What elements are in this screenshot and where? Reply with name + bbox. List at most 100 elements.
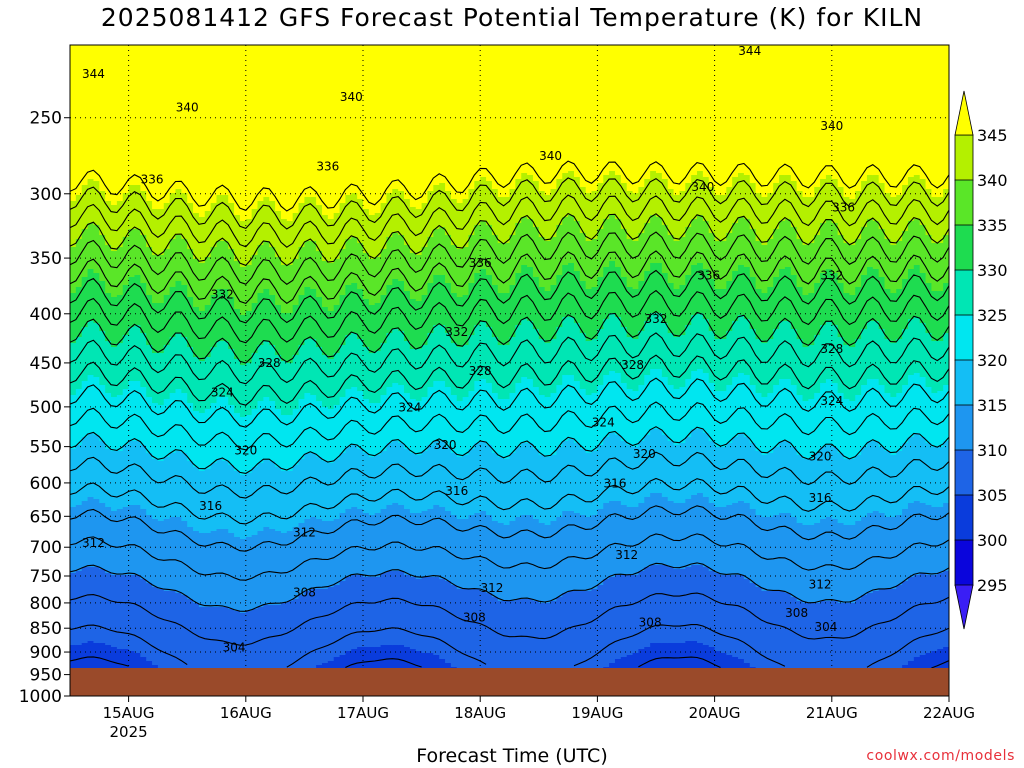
theta-band-cell [779, 321, 786, 380]
theta-band-cell [515, 273, 522, 326]
theta-band-cell [269, 295, 276, 346]
theta-band-cell [175, 235, 182, 282]
theta-band-cell [855, 395, 862, 456]
theta-band-cell [486, 515, 493, 594]
isentrope-line [70, 426, 949, 474]
theta-band-cell [474, 181, 481, 226]
theta-band-cell [380, 203, 388, 250]
theta-band-cell [163, 203, 171, 250]
theta-band-cell [837, 393, 845, 454]
theta-band-cell [620, 441, 628, 506]
theta-band-cell [732, 177, 739, 224]
theta-band-cell [280, 471, 288, 534]
theta-band-cell [486, 181, 493, 226]
theta-band-cell [169, 393, 177, 454]
theta-band-cell [445, 235, 452, 284]
theta-band-cell [181, 393, 188, 454]
theta-band-cell [919, 323, 927, 378]
theta-band-cell [81, 381, 89, 438]
theta-band-cell [269, 461, 276, 530]
theta-band-cell [761, 293, 768, 344]
theta-band-cell [245, 363, 253, 416]
theta-band-cell [702, 45, 710, 178]
theta-band-cell [515, 223, 522, 274]
theta-band-cell [779, 45, 786, 176]
theta-band-cell [503, 459, 511, 526]
theta-band-cell [656, 263, 663, 314]
theta-band-cell [638, 503, 645, 572]
theta-band-cell [609, 313, 616, 372]
theta-band-cell [316, 297, 323, 348]
theta-band-cell [234, 611, 241, 669]
theta-band-cell [556, 275, 563, 328]
theta-band-cell [755, 339, 763, 394]
theta-band-cell [620, 229, 628, 278]
theta-band-cell [409, 299, 417, 350]
theta-band-cell [685, 325, 692, 380]
theta-band-cell [380, 395, 388, 452]
theta-band-cell [509, 235, 516, 286]
theta-band-cell [702, 497, 710, 568]
theta-band-cell [128, 45, 136, 186]
theta-band-cell [767, 193, 774, 240]
theta-band-cell [181, 453, 188, 522]
theta-band-cell [263, 197, 270, 242]
theta-band-cell [363, 577, 370, 648]
theta-band-cell [656, 429, 663, 494]
theta-band-cell [620, 657, 628, 669]
theta-band-cell [234, 45, 241, 216]
theta-band-cell [761, 397, 768, 456]
theta-band-cell [321, 261, 329, 308]
theta-band-cell [87, 223, 95, 270]
theta-band-cell [515, 447, 522, 518]
theta-band-cell [790, 385, 798, 448]
theta-band-cell [99, 191, 106, 236]
theta-band-cell [784, 267, 792, 322]
theta-band-cell [93, 273, 100, 324]
theta-band-cell [421, 295, 429, 346]
theta-band-cell [439, 659, 446, 669]
theta-band-cell [749, 667, 757, 669]
theta-band-cell [802, 459, 809, 526]
theta-band-cell [316, 45, 323, 206]
theta-band-cell [925, 283, 933, 334]
theta-band-cell [902, 385, 909, 444]
theta-band-cell [333, 353, 341, 406]
theta-band-cell [503, 601, 511, 669]
theta-band-cell [333, 45, 341, 214]
theta-band-cell [251, 255, 259, 304]
theta-band-cell [474, 273, 481, 326]
theta-band-cell [790, 181, 798, 228]
theta-band-cell [134, 653, 141, 669]
theta-band-cell [439, 275, 446, 326]
theta-band-cell [831, 325, 839, 384]
theta-band-cell [193, 307, 200, 358]
theta-band-cell [263, 289, 270, 342]
theta-band-cell [638, 649, 645, 669]
theta-band-cell [685, 379, 692, 438]
theta-band-cell [878, 589, 886, 669]
theta-band-cell [767, 239, 774, 288]
theta-band-cell [269, 247, 276, 296]
theta-band-cell [486, 327, 493, 384]
theta-band-cell [234, 215, 241, 262]
theta-band-cell [345, 45, 352, 196]
theta-band-cell [269, 201, 276, 248]
theta-band-cell [931, 45, 938, 198]
isentrope-line [70, 310, 949, 364]
theta-band-cell [743, 175, 751, 220]
credit-link[interactable]: coolwx.com/models [866, 748, 1015, 764]
theta-band-cell [550, 455, 557, 522]
theta-band-cell [321, 589, 329, 664]
theta-band-cell [345, 335, 352, 390]
theta-band-cell [743, 45, 751, 176]
theta-band-cell [784, 219, 792, 268]
theta-band-cell [462, 45, 470, 200]
theta-band-cell [257, 245, 264, 294]
theta-band-cell [245, 611, 253, 669]
colorbar-label: 305 [977, 486, 1008, 505]
theta-band-cell [644, 179, 651, 224]
theta-band-cell [538, 603, 546, 669]
theta-band-cell [597, 385, 604, 446]
theta-band-cell [234, 413, 241, 472]
